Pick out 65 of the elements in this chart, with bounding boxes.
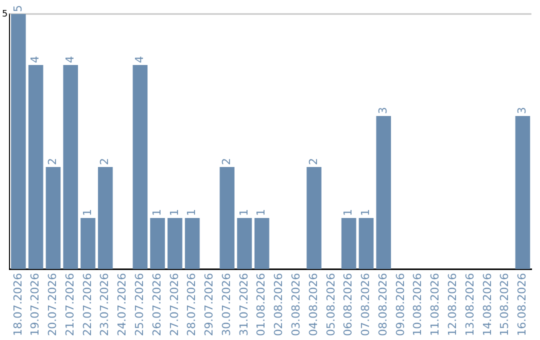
data-label: 4: [28, 56, 42, 64]
x-tick-label: 26.07.2026: [150, 273, 164, 336]
x-tick-label: 23.07.2026: [98, 273, 112, 336]
bar: [63, 65, 78, 270]
data-label: 2: [46, 158, 60, 166]
x-tick-label: 02.08.2026: [272, 273, 286, 336]
data-label: 1: [237, 209, 250, 216]
bar: [515, 116, 530, 270]
data-label: 4: [133, 56, 146, 64]
x-tick-label: 31.07.2026: [237, 273, 250, 336]
x-tick-label: 25.07.2026: [133, 273, 146, 336]
data-label: 2: [98, 158, 112, 166]
x-tick-label: 30.07.2026: [220, 273, 233, 336]
data-label: 3: [516, 107, 529, 114]
x-tick-label: 27.07.2026: [168, 273, 181, 336]
bar: [376, 116, 391, 270]
bar: [80, 218, 96, 270]
x-tick-label: 28.07.2026: [185, 273, 198, 336]
bar: [28, 65, 44, 270]
x-tick-label: 09.08.2026: [394, 273, 407, 336]
x-tick-label: 29.07.2026: [202, 273, 216, 336]
data-label: 2: [306, 158, 320, 166]
x-tick-label: 19.07.2026: [28, 273, 42, 336]
bar: [98, 167, 113, 270]
data-label: 5: [2, 9, 8, 20]
data-label: 1: [185, 209, 198, 216]
x-tick-label: 16.08.2026: [516, 273, 529, 336]
x-tick-label: 07.08.2026: [359, 273, 372, 336]
x-tick-label: 04.08.2026: [306, 273, 320, 336]
data-label: 3: [376, 107, 390, 114]
x-tick-label: 22.07.2026: [80, 273, 94, 336]
bar: [341, 218, 356, 270]
x-tick-label: 21.07.2026: [63, 273, 76, 336]
data-label: 4: [63, 56, 76, 64]
x-tick-label: 11.08.2026: [428, 273, 442, 336]
bar: [254, 218, 270, 270]
data-label: 1: [168, 209, 181, 216]
x-tick-label: 13.08.2026: [463, 273, 476, 336]
x-tick-label: 10.08.2026: [411, 273, 424, 336]
x-tick-label: 08.08.2026: [376, 273, 390, 336]
bar: [358, 218, 374, 270]
bar: [184, 218, 200, 270]
bar: [306, 167, 322, 270]
bar: [237, 218, 252, 270]
data-label: 1: [254, 209, 268, 216]
x-tick-label: 05.08.2026: [324, 273, 338, 336]
data-label: 1: [342, 209, 355, 216]
x-tick-label: 20.07.2026: [46, 273, 60, 336]
x-tick-label: 03.08.2026: [290, 273, 303, 336]
x-tick-label: 01.08.2026: [254, 273, 268, 336]
bar: [132, 65, 148, 270]
bar: [46, 167, 61, 270]
bar: [150, 218, 165, 270]
x-tick-label: 15.08.2026: [498, 273, 512, 336]
bar: [220, 167, 234, 270]
x-tick-label: 12.08.2026: [446, 273, 460, 336]
x-tick-label: 06.08.2026: [342, 273, 355, 336]
x-tick-label: 24.07.2026: [116, 273, 129, 336]
data-label: 1: [80, 209, 94, 216]
x-tick-label: 18.07.2026: [11, 273, 24, 336]
x-tick-label: 14.08.2026: [480, 273, 494, 336]
bar: [168, 218, 182, 270]
data-label: 1: [150, 209, 164, 216]
data-label: 2: [220, 158, 233, 166]
data-label: 1: [359, 209, 372, 216]
